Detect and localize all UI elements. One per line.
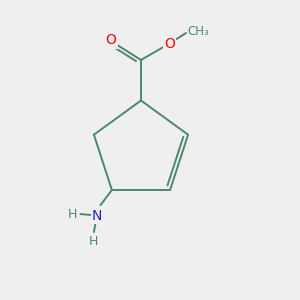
Text: O: O [164,37,175,50]
Text: CH₃: CH₃ [188,25,209,38]
Text: H: H [67,208,77,220]
Text: N: N [92,208,102,223]
Text: H: H [89,235,99,248]
Text: O: O [106,34,116,47]
